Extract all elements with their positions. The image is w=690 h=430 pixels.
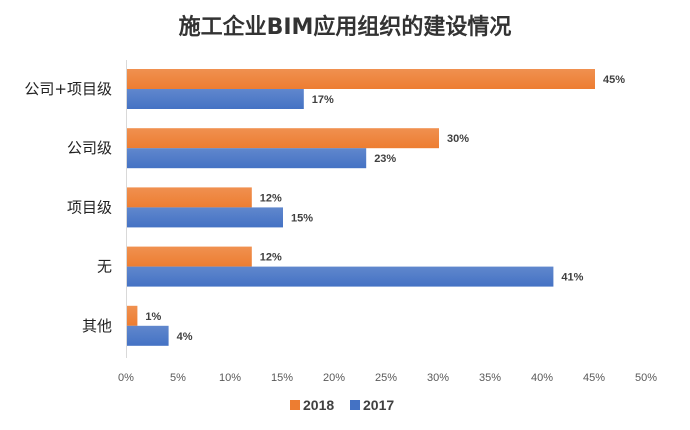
data-label: 4% — [177, 331, 193, 343]
category-label: 无 — [97, 258, 112, 276]
data-label: 15% — [291, 212, 313, 224]
category-label: 项目级 — [67, 198, 112, 216]
data-label: 17% — [312, 94, 334, 106]
x-tick-label: 50% — [635, 372, 657, 384]
category-label: 其他 — [82, 317, 112, 335]
data-label: 30% — [447, 133, 469, 145]
x-tick-label: 45% — [583, 372, 605, 384]
legend-swatch-2017 — [350, 400, 360, 410]
legend-swatch-2018 — [290, 400, 300, 410]
category-label: 公司级 — [67, 139, 112, 157]
x-tick-label: 15% — [271, 372, 293, 384]
x-tick-label: 40% — [531, 372, 553, 384]
data-label: 12% — [260, 192, 282, 204]
data-label: 1% — [145, 311, 161, 323]
bar-2018 — [127, 305, 138, 326]
x-tick-label: 20% — [323, 372, 345, 384]
x-tick-label: 5% — [170, 372, 186, 384]
data-label: 23% — [374, 153, 396, 165]
x-tick-label: 30% — [427, 372, 449, 384]
bar-2017 — [127, 325, 169, 346]
data-label: 12% — [260, 252, 282, 264]
bar-2018 — [127, 187, 252, 208]
x-tick-label: 35% — [479, 372, 501, 384]
x-tick-label: 0% — [118, 372, 134, 384]
data-label: 45% — [603, 74, 625, 86]
x-tick-label: 25% — [375, 372, 397, 384]
category-label: 公司+项目级 — [24, 80, 112, 98]
x-tick-label: 10% — [219, 372, 241, 384]
bar-2018 — [127, 69, 595, 89]
data-label: 41% — [561, 272, 583, 284]
bar-2017 — [127, 207, 283, 228]
legend-label: 2018 — [303, 397, 334, 413]
bar-2018 — [127, 246, 252, 267]
bar-2017 — [127, 266, 554, 287]
legend-label: 2017 — [363, 397, 394, 413]
chart-title: 施工企业BIM应用组织的建设情况 — [179, 14, 512, 40]
bar-2018 — [127, 128, 439, 149]
bar-2017 — [127, 89, 304, 109]
bar-2017 — [127, 148, 367, 169]
